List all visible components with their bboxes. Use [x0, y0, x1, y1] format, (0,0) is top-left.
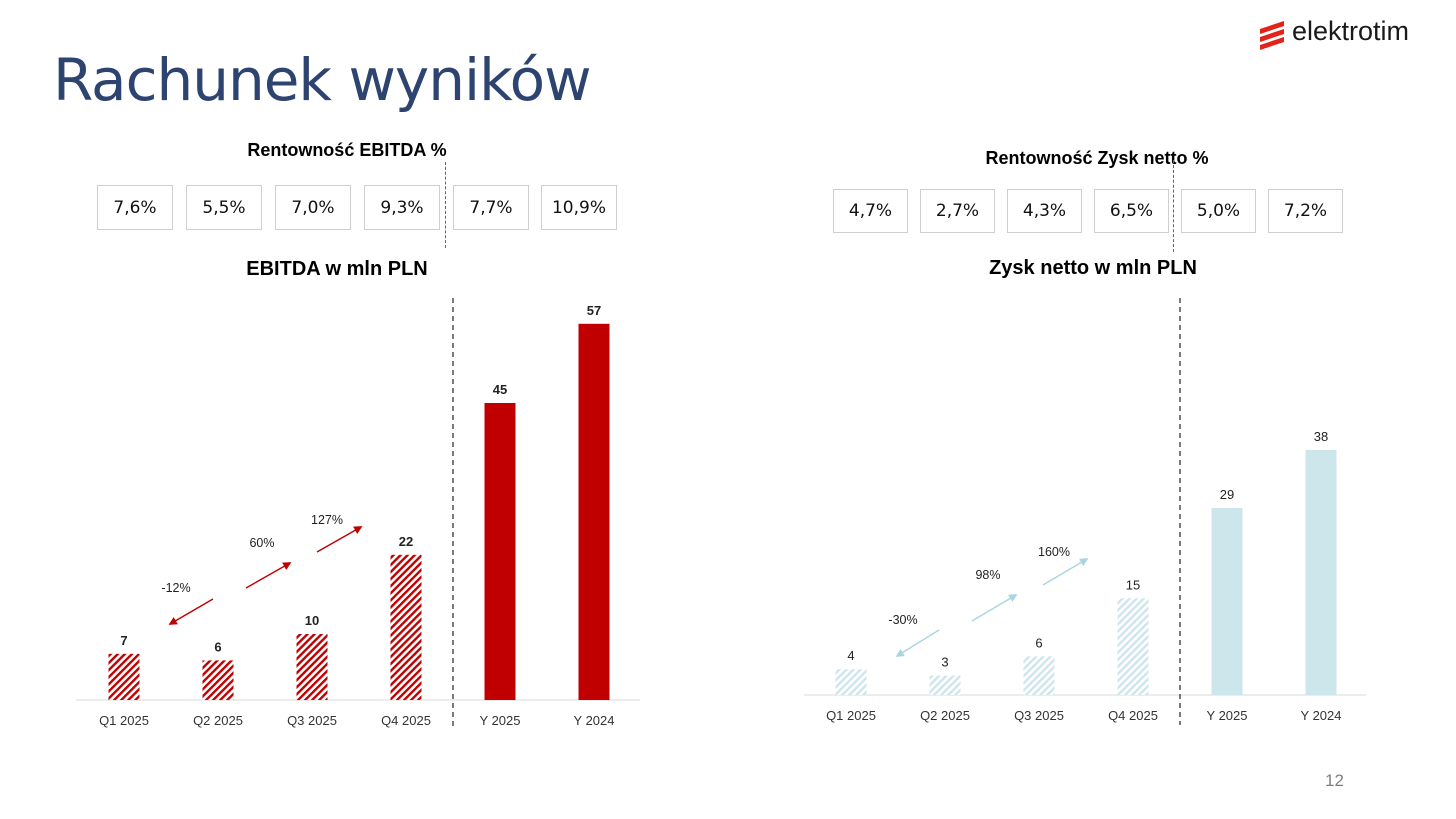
- ebitda-bar-chart: 7 Q1 2025 6 Q2 2025 10 Q3 2025 22 Q4 2025 45 Y 20…: [76, 298, 640, 730]
- data-label: 15: [1126, 577, 1140, 592]
- data-label: 4: [847, 648, 854, 663]
- data-label: 45: [493, 382, 507, 397]
- tick-label: Y 2024: [574, 713, 615, 728]
- ebitda-margin-box: 10,9%: [541, 185, 617, 230]
- data-label: 10: [305, 613, 319, 628]
- bar: [108, 653, 140, 700]
- data-label: 6: [1035, 635, 1042, 650]
- bar: [484, 403, 516, 700]
- net-margin-separator: [1173, 160, 1174, 252]
- tick-label: Q4 2025: [1108, 708, 1158, 723]
- bar: [1211, 507, 1243, 695]
- net-margin-box: 2,7%: [920, 189, 995, 233]
- bar: [390, 554, 422, 700]
- data-label: 6: [214, 639, 221, 654]
- growth-label: 127%: [311, 513, 343, 527]
- tick-label: Q2 2025: [920, 708, 970, 723]
- ebitda-margin-box: 5,5%: [186, 185, 262, 230]
- growth-arrow: [316, 526, 363, 553]
- tick-label: Y 2025: [1207, 708, 1248, 723]
- net-margin-box: 4,3%: [1007, 189, 1082, 233]
- data-label: 7: [120, 633, 127, 648]
- net-profit-chart-title: Zysk netto w mln PLN: [989, 257, 1197, 279]
- tick-label: Q2 2025: [193, 713, 243, 728]
- data-label: 57: [587, 303, 601, 318]
- growth-arrow: [971, 594, 1018, 622]
- net-margin-box: 5,0%: [1181, 189, 1256, 233]
- growth-arrow: [168, 598, 214, 625]
- data-label: 29: [1220, 487, 1234, 502]
- growth-label: 160%: [1038, 545, 1070, 559]
- data-label: 3: [941, 655, 948, 670]
- company-logo: elektrotim: [1258, 16, 1428, 52]
- ebitda-margin-box: 7,6%: [97, 185, 173, 230]
- growth-label: -12%: [161, 581, 190, 595]
- bar: [1023, 656, 1055, 695]
- page-number: 12: [1325, 771, 1344, 790]
- ebitda-margin-box: 7,7%: [453, 185, 529, 230]
- net-margin-title: Rentowność Zysk netto %: [985, 148, 1209, 168]
- ebitda-margin-box: 7,0%: [275, 185, 351, 230]
- bar: [929, 675, 961, 695]
- tick-label: Q1 2025: [99, 713, 149, 728]
- ebitda-margin-box: 9,3%: [364, 185, 440, 230]
- ebitda-chart-title: EBITDA w mln PLN: [246, 258, 428, 280]
- net-margin-box: 6,5%: [1094, 189, 1169, 233]
- net-profit-bar-chart: 4 Q1 2025 3 Q2 2025 6 Q3 2025 15 Q4 2025 29 Y 202…: [804, 298, 1366, 725]
- tick-label: Q3 2025: [1014, 708, 1064, 723]
- tick-label: Q1 2025: [826, 708, 876, 723]
- bar: [1305, 449, 1337, 695]
- net-margin-box: 4,7%: [833, 189, 908, 233]
- growth-label: 60%: [249, 536, 274, 550]
- tick-label: Q3 2025: [287, 713, 337, 728]
- growth-label: -30%: [888, 613, 917, 627]
- net-margin-box: 7,2%: [1268, 189, 1343, 233]
- growth-arrow: [245, 562, 292, 589]
- growth-arrow: [895, 629, 940, 657]
- bar: [296, 634, 328, 700]
- ebitda-margin-separator: [445, 162, 446, 248]
- growth-label: 98%: [975, 568, 1000, 582]
- bar: [1117, 598, 1149, 695]
- logo-stripes-icon: [1260, 21, 1284, 50]
- bar: [578, 323, 610, 700]
- logo-text: elektrotim: [1292, 16, 1410, 46]
- bar: [835, 669, 867, 695]
- ebitda-margin-title: Rentowność EBITDA %: [247, 140, 447, 160]
- data-label: 22: [399, 534, 413, 549]
- tick-label: Y 2024: [1301, 708, 1342, 723]
- data-label: 38: [1314, 429, 1328, 444]
- tick-label: Q4 2025: [381, 713, 431, 728]
- bar: [202, 660, 234, 700]
- tick-label: Y 2025: [480, 713, 521, 728]
- page-title: Rachunek wyników: [53, 46, 592, 114]
- growth-arrow: [1042, 558, 1089, 586]
